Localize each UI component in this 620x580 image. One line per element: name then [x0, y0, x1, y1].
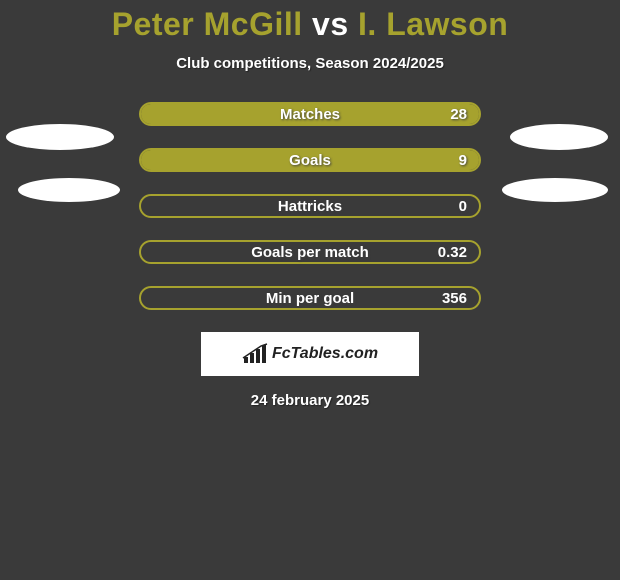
stat-label: Min per goal	[141, 288, 479, 309]
decoration-ellipse	[510, 124, 608, 150]
stat-value: 356	[442, 288, 467, 309]
stat-value: 0.32	[438, 242, 467, 263]
date-line: 24 february 2025	[0, 392, 620, 409]
title-connector: vs	[312, 6, 349, 42]
decoration-ellipse	[18, 178, 120, 202]
page-title: Peter McGill vs I. Lawson	[0, 6, 620, 43]
stat-fill	[141, 104, 479, 124]
stat-row-goals-per-match: Goals per match 0.32	[139, 240, 481, 264]
player2-name: I. Lawson	[358, 6, 508, 42]
decoration-ellipse	[502, 178, 608, 202]
stat-label: Goals per match	[141, 242, 479, 263]
subtitle: Club competitions, Season 2024/2025	[0, 55, 620, 72]
stat-row-hattricks: Hattricks 0	[139, 194, 481, 218]
stat-row-goals: Goals 9	[139, 148, 481, 172]
stat-row-min-per-goal: Min per goal 356	[139, 286, 481, 310]
stat-label: Hattricks	[141, 196, 479, 217]
stat-fill	[141, 150, 479, 170]
stat-value: 0	[459, 196, 467, 217]
attribution-text: FcTables.com	[272, 345, 378, 363]
player1-name: Peter McGill	[112, 6, 303, 42]
bar-chart-icon	[242, 343, 268, 365]
attribution-banner[interactable]: FcTables.com	[201, 332, 419, 376]
decoration-ellipse	[6, 124, 114, 150]
comparison-card: Peter McGill vs I. Lawson Club competiti…	[0, 0, 620, 580]
stat-row-matches: Matches 28	[139, 102, 481, 126]
